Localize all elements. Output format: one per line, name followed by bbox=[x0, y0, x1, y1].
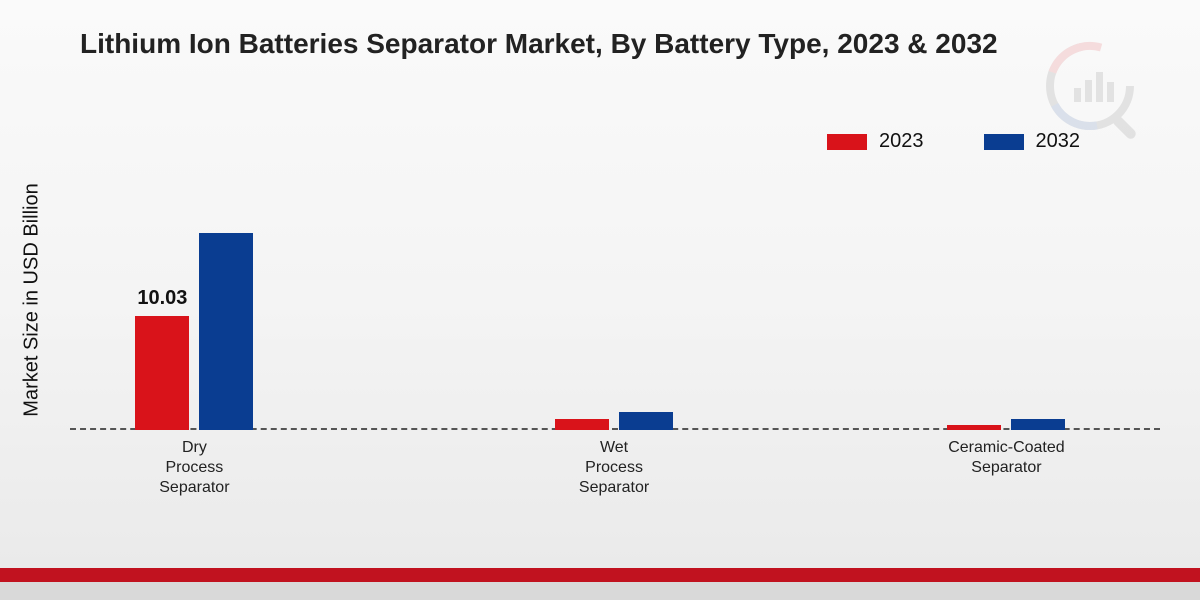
x-axis-category-label: Ceramic-CoatedSeparator bbox=[947, 438, 1065, 478]
x-axis-category-label: DryProcessSeparator bbox=[135, 438, 253, 498]
y-axis-label: Market Size in USD Billion bbox=[21, 183, 44, 416]
footer-accent-bar bbox=[0, 568, 1200, 582]
x-axis-category-label: WetProcessSeparator bbox=[555, 438, 673, 498]
x-axis-categories: DryProcessSeparator WetProcessSeparator Ce… bbox=[70, 0, 1160, 600]
chart-canvas: Lithium Ion Batteries Separator Market, … bbox=[0, 0, 1200, 600]
footer-gray-bar bbox=[0, 582, 1200, 600]
